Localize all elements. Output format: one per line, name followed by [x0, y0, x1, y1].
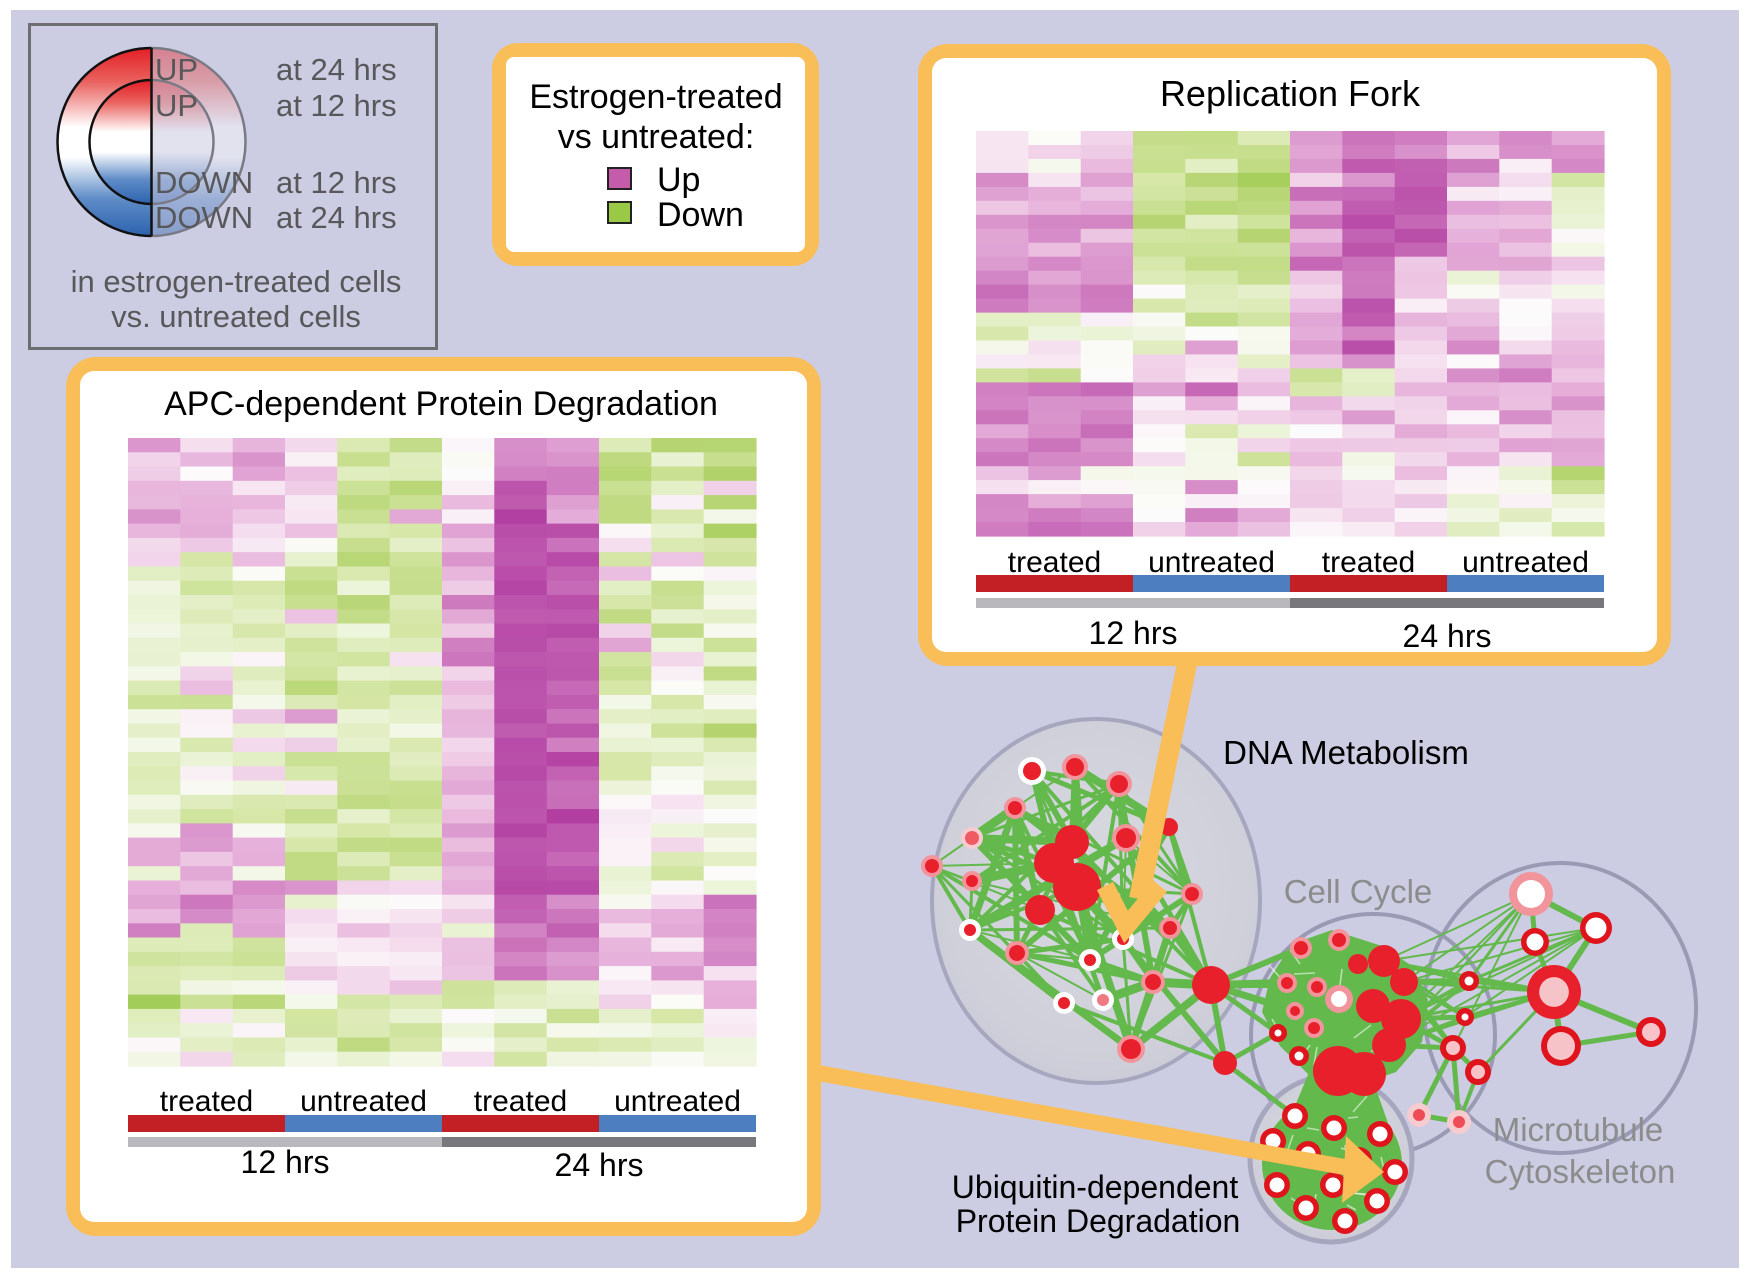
svg-text:untreated: untreated: [1148, 546, 1275, 579]
svg-text:Up: Up: [657, 161, 700, 199]
svg-text:24 hrs: 24 hrs: [555, 1147, 644, 1183]
svg-text:at 24 hrs: at 24 hrs: [276, 52, 397, 87]
svg-text:Cell Cycle: Cell Cycle: [1284, 873, 1433, 910]
svg-text:DOWN: DOWN: [155, 165, 253, 200]
svg-text:in estrogen-treated cells: in estrogen-treated cells: [71, 264, 402, 299]
svg-text:untreated: untreated: [1462, 546, 1589, 579]
svg-text:at 24 hrs: at 24 hrs: [276, 200, 397, 235]
svg-text:at 12 hrs: at 12 hrs: [276, 88, 397, 123]
svg-text:UP: UP: [155, 88, 198, 123]
svg-text:Cytoskeleton: Cytoskeleton: [1485, 1153, 1676, 1190]
svg-text:untreated: untreated: [300, 1085, 427, 1118]
svg-text:12 hrs: 12 hrs: [1089, 615, 1178, 651]
svg-text:Estrogen-treated: Estrogen-treated: [529, 78, 782, 116]
svg-text:treated: treated: [160, 1085, 253, 1118]
svg-text:untreated: untreated: [614, 1085, 741, 1118]
svg-text:treated: treated: [1008, 546, 1101, 579]
svg-text:treated: treated: [474, 1085, 567, 1118]
svg-text:DOWN: DOWN: [155, 200, 253, 235]
svg-text:vs untreated:: vs untreated:: [558, 118, 755, 156]
svg-text:at 12 hrs: at 12 hrs: [276, 165, 397, 200]
svg-text:12 hrs: 12 hrs: [241, 1144, 330, 1180]
svg-text:Down: Down: [657, 196, 744, 234]
svg-text:Protein Degradation: Protein Degradation: [956, 1203, 1241, 1239]
svg-text:treated: treated: [1322, 546, 1415, 579]
svg-text:vs. untreated cells: vs. untreated cells: [111, 299, 361, 334]
svg-text:APC-dependent Protein Degradat: APC-dependent Protein Degradation: [164, 385, 718, 423]
svg-text:Ubiquitin-dependent: Ubiquitin-dependent: [952, 1169, 1239, 1205]
svg-text:Replication Fork: Replication Fork: [1160, 73, 1421, 114]
svg-text:UP: UP: [155, 52, 198, 87]
svg-text:24 hrs: 24 hrs: [1403, 618, 1492, 654]
svg-text:Microtubule: Microtubule: [1493, 1111, 1664, 1148]
svg-text:DNA Metabolism: DNA Metabolism: [1223, 734, 1469, 771]
